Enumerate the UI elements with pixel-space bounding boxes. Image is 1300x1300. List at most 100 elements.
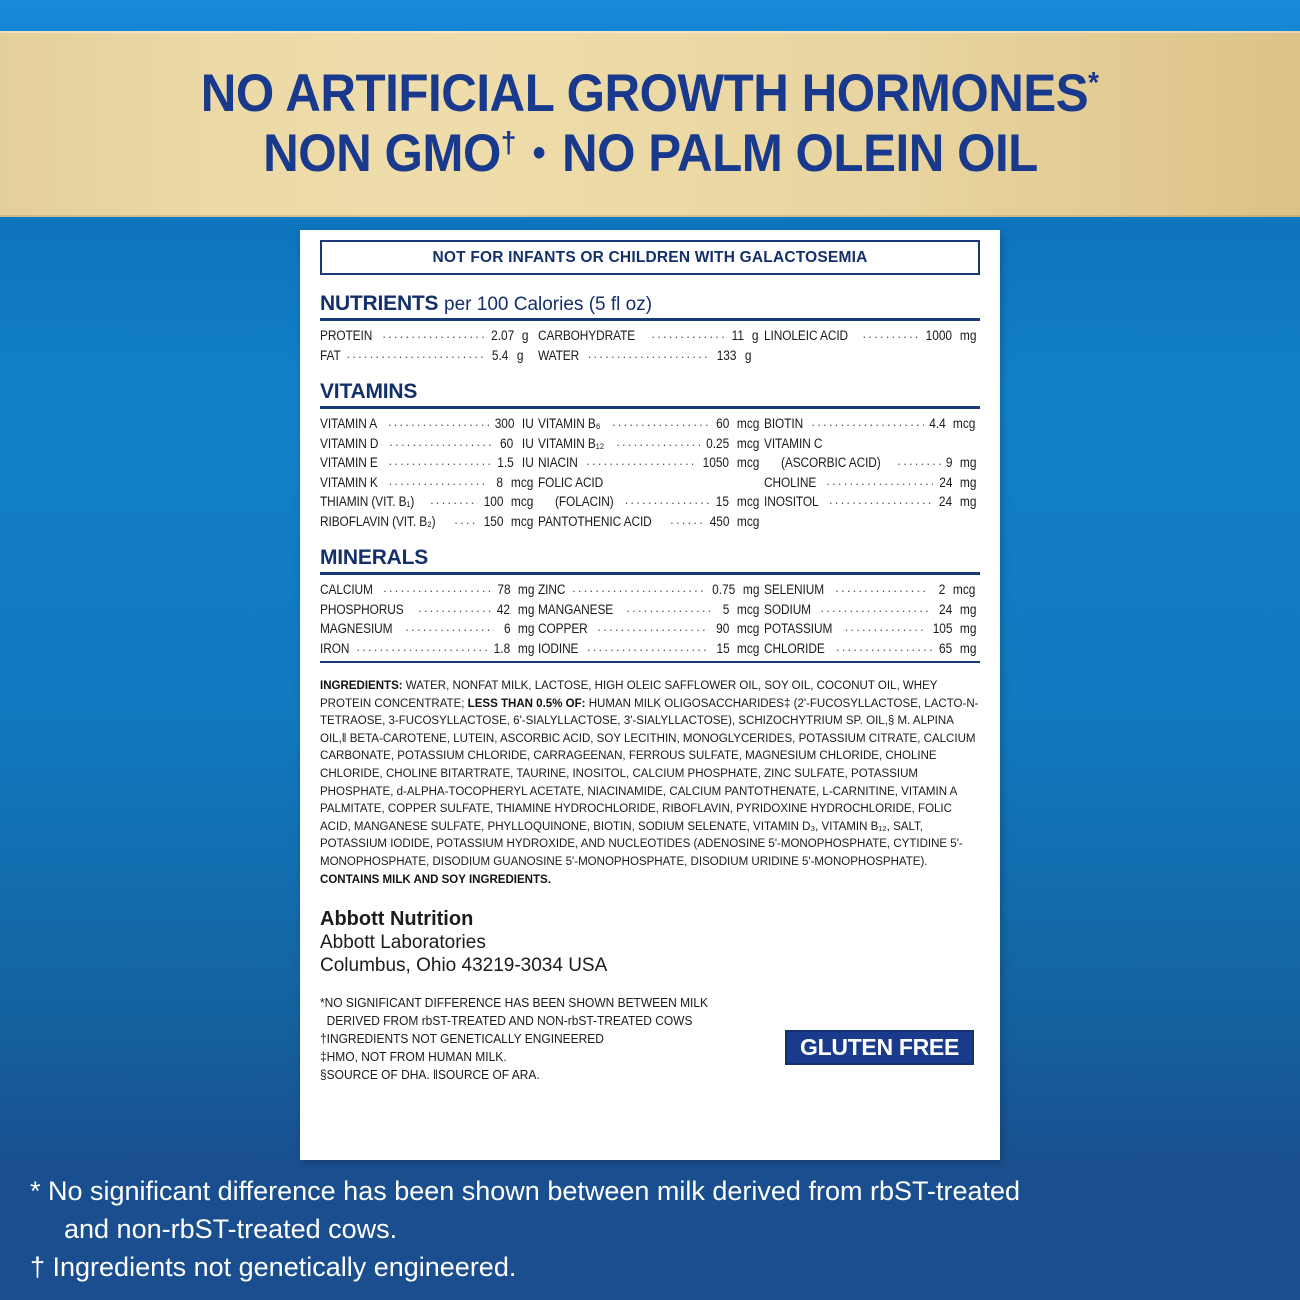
minerals-section-heading: MINERALS — [320, 546, 429, 569]
dot-leader: ........................................ — [670, 511, 704, 527]
dot-leader: ........................................ — [862, 326, 920, 341]
nutrient-value: 1050 — [703, 455, 730, 470]
nutrient-name: BIOTIN — [764, 416, 804, 431]
nutrient-value: 24 — [939, 474, 953, 490]
nutrient-name: CALCIUM — [320, 582, 373, 597]
nutrient-name: NIACIN — [538, 455, 578, 470]
nutrient-row: WATER...................................… — [538, 346, 764, 366]
nutrient-name: VITAMIN K — [320, 474, 378, 490]
banner-line-1: NO ARTIFICIAL GROWTH HORMONES* — [201, 66, 1099, 122]
nutrient-row: CHOLINE.................................… — [764, 473, 980, 493]
nutrient-name: FAT — [320, 347, 341, 363]
nutrient-row: FAT.....................................… — [320, 346, 538, 366]
nutrient-row: VITAMIN B₁₂.............................… — [538, 434, 764, 454]
nutrient-unit: mg — [960, 601, 977, 617]
nutrient-name: IODINE — [538, 640, 579, 656]
ingredients-label: INGREDIENTS: — [320, 678, 403, 692]
company-city-state-zip: Columbus, Ohio 43219-3034 USA — [320, 955, 608, 977]
nutrient-value: 6 — [503, 621, 511, 636]
minerals-rule — [320, 572, 980, 575]
label-footnotes: *NO SIGNIFICANT DIFFERENCE HAS BEEN SHOW… — [320, 994, 980, 1084]
vitamins-column-2: VITAMIN B₆..............................… — [538, 414, 764, 531]
nutrient-row: CARBOHYDRATE............................… — [538, 326, 764, 346]
vitamins-section-heading: VITAMINS — [320, 380, 418, 403]
nutrient-value: 90 — [716, 621, 730, 636]
vitamins-column-1: VITAMIN A...............................… — [320, 414, 538, 531]
nutrient-value: 2 — [938, 582, 946, 597]
nutrient-unit: mg — [517, 640, 535, 656]
nutrient-row: BIOTIN..................................… — [764, 414, 980, 434]
nutrient-row: NIACIN..................................… — [538, 453, 764, 473]
minerals-column-3: SELENIUM................................… — [764, 580, 980, 658]
nutrients-section-heading: NUTRIENTS per 100 Calories (5 fl oz) — [320, 292, 980, 318]
nutrient-value: 0.75 — [712, 582, 736, 597]
dot-leader: ........................................ — [597, 619, 710, 634]
nutrient-row: MANGANESE...............................… — [538, 600, 764, 620]
dot-leader: ........................................ — [387, 414, 489, 429]
nutrient-unit: mcg — [511, 494, 534, 509]
dot-leader: ........................................ — [389, 433, 495, 449]
nutrient-unit: mcg — [737, 416, 760, 431]
minerals-bottom-rule — [320, 661, 980, 663]
nutrient-row: SODIUM..................................… — [764, 600, 980, 620]
nutrient-unit: g — [521, 328, 529, 343]
nutrient-value: 24 — [939, 601, 953, 617]
nutrient-row: FOLIC ACID — [538, 473, 764, 493]
nutrient-unit: g — [516, 347, 524, 363]
nutrient-row: (ASCORBIC ACID).........................… — [764, 453, 980, 473]
company-legal-name: Abbott Laboratories — [320, 932, 486, 954]
nutrient-value: 24 — [939, 494, 953, 509]
nutrient-name: VITAMIN B₁₂ — [538, 435, 605, 451]
nutrient-value: 2.07 — [490, 328, 515, 343]
nutrients-table: PROTEIN.................................… — [320, 326, 980, 365]
ingredients-part-1: WATER, NONFAT MILK, LACTOSE, HIGH OLEIC … — [320, 678, 938, 710]
nutrient-name: WATER — [538, 347, 580, 363]
nutrient-value: 133 — [717, 347, 737, 363]
nutrient-name: PROTEIN — [320, 328, 373, 343]
ingredients-contains-statement: CONTAINS MILK AND SOY INGREDIENTS. — [320, 871, 551, 886]
banner-non-gmo-text: NON GMO — [262, 124, 501, 183]
nutrient-unit: mg — [960, 621, 977, 636]
dot-leader: ........................................ — [616, 433, 700, 449]
nutrient-value: 11 — [731, 328, 744, 343]
nutrient-name: VITAMIN E — [320, 455, 378, 470]
nutrient-name: VITAMIN B₆ — [538, 416, 601, 431]
page-footnote-2: † Ingredients not genetically engineered… — [30, 1252, 517, 1282]
nutrient-value: 78 — [497, 582, 511, 597]
ingredients-part-2: HUMAN MILK OLIGOSACCHARIDES‡ (2'-FUCOSYL… — [320, 695, 979, 868]
nutrient-value: 300 — [494, 416, 515, 431]
nutrient-unit: mg — [960, 328, 977, 343]
nutrient-row: IODINE..................................… — [538, 639, 764, 659]
nutrient-unit: mcg — [953, 582, 976, 597]
nutrient-name: VITAMIN A — [320, 416, 378, 431]
footnote-line-4: ‡HMO, NOT FROM HUMAN MILK. — [320, 1050, 507, 1065]
nutrient-unit: mcg — [737, 621, 760, 636]
nutrient-name: LINOLEIC ACID — [764, 328, 849, 343]
nutrient-name: THIAMIN (VIT. B₁) — [320, 494, 415, 509]
nutrient-unit: mg — [960, 474, 977, 490]
nutrient-value: 9 — [945, 455, 953, 470]
nutrient-unit: g — [751, 328, 759, 343]
dot-leader: ........................................ — [811, 414, 924, 429]
nutrient-unit: mg — [960, 494, 977, 509]
nutrient-name: POTASSIUM — [764, 621, 833, 636]
nutrients-heading-text: NUTRIENTS — [320, 292, 439, 315]
nutrient-unit: g — [744, 347, 752, 363]
dot-leader: ........................................ — [586, 453, 697, 468]
nutrient-value: 5.4 — [492, 347, 509, 363]
gold-banner-background — [0, 31, 1300, 217]
dot-leader: ........................................ — [572, 580, 706, 595]
dot-leader: ........................................ — [828, 492, 934, 507]
nutrient-name: PANTOTHENIC ACID — [538, 513, 652, 529]
vitamins-rule — [320, 406, 980, 409]
nutrient-row: VITAMIN A...............................… — [320, 414, 538, 434]
nutrient-name: CHLORIDE — [764, 640, 825, 656]
vitamins-table: VITAMIN A...............................… — [320, 414, 980, 531]
nutrient-row: INOSITOL................................… — [764, 492, 980, 512]
dot-leader: ........................................ — [388, 453, 492, 468]
nutrient-row: VITAMIN B₆..............................… — [538, 414, 764, 434]
nutrient-value: 8 — [496, 474, 504, 490]
nutrient-row: RIBOFLAVIN (VIT. B₂)....................… — [320, 512, 538, 532]
dot-leader: ........................................ — [587, 345, 712, 361]
nutrient-value: 150 — [483, 513, 504, 529]
